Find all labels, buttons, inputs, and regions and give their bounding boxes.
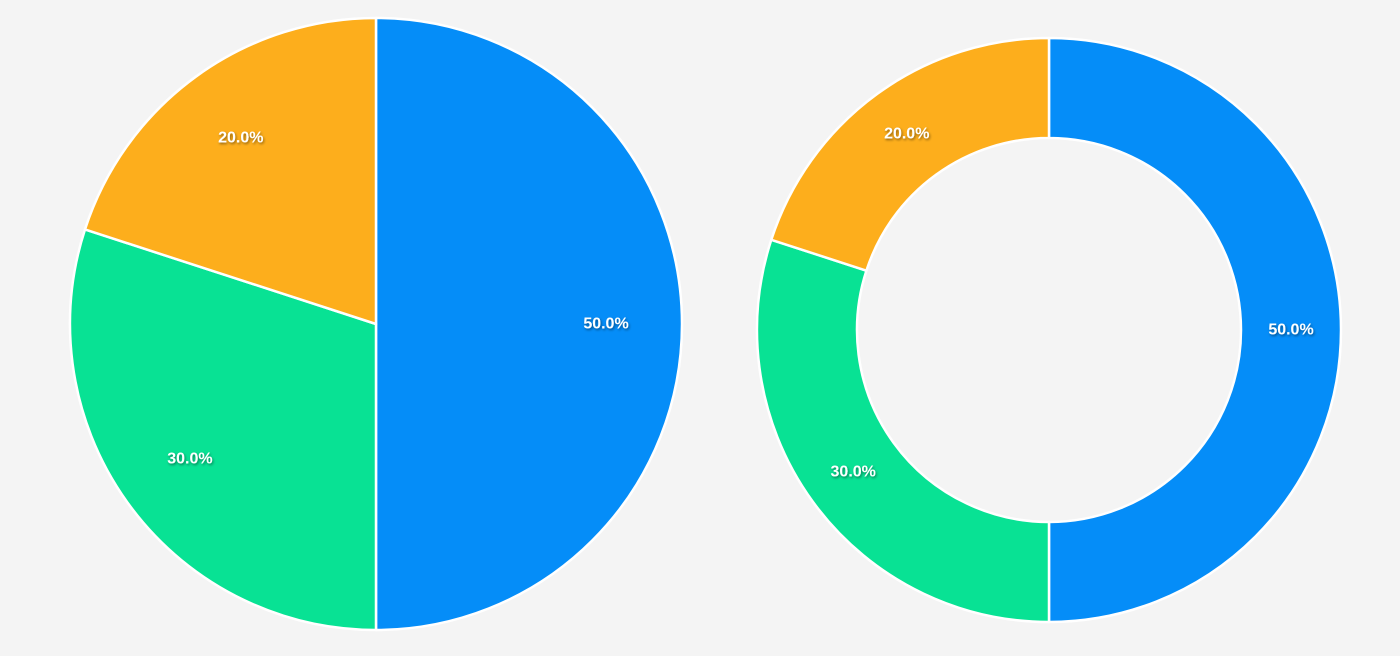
pie-slice-3 — [83, 16, 378, 326]
donut-slice-label-2: 30.0% — [831, 464, 876, 481]
donut-slice-3 — [770, 36, 1051, 272]
donut-slice-2 — [755, 238, 1051, 624]
pie-slice-label-1: 50.0% — [583, 316, 628, 333]
donut-slice-label-1: 50.0% — [1268, 322, 1313, 339]
pie-slice-2 — [68, 228, 378, 632]
donut-slice-1 — [1047, 36, 1343, 624]
donut-slice-label-3: 20.0% — [884, 126, 929, 143]
donut-chart: 50.0% 30.0% 20.0% — [755, 36, 1343, 624]
pie-slice-label-2: 30.0% — [167, 451, 212, 468]
pie-slice-1 — [374, 16, 684, 632]
pie-chart: 50.0% 30.0% 20.0% — [68, 16, 684, 632]
pie-slice-label-3: 20.0% — [218, 129, 263, 146]
